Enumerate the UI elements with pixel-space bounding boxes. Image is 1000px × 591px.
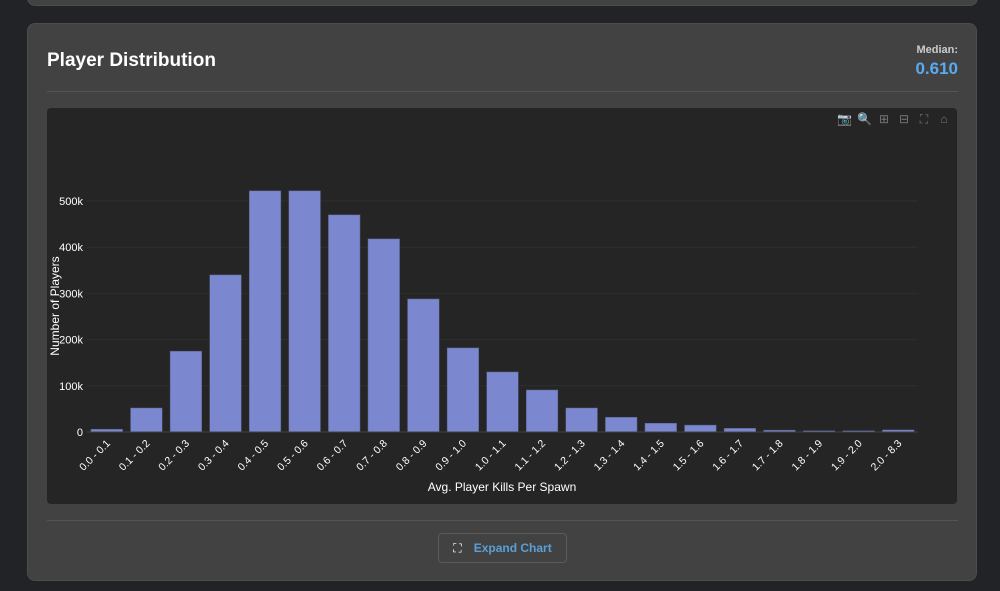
- bar: [525, 389, 559, 433]
- bar: [169, 350, 203, 433]
- autoscale-icon[interactable]: ⛶: [919, 112, 929, 126]
- y-axis-title: Number of Players: [48, 256, 62, 355]
- x-tick-label: 1.8 - 1.9: [789, 438, 825, 474]
- zoom-out-icon[interactable]: ⊟: [898, 112, 910, 126]
- x-tick-label: 0.4 - 0.5: [235, 438, 271, 474]
- zoom-icon[interactable]: 🔍: [857, 112, 872, 126]
- bar: [288, 190, 321, 433]
- y-tick-label: 400k: [59, 242, 83, 254]
- median-label: Median:: [916, 44, 958, 56]
- median-value: 0.610: [915, 59, 958, 78]
- y-tick-label: 300k: [59, 288, 83, 300]
- camera-icon[interactable]: 📷: [837, 112, 852, 126]
- bar: [644, 422, 677, 433]
- x-tick-label: 0.8 - 0.9: [394, 438, 430, 474]
- x-tick-label: 1.4 - 1.5: [631, 438, 667, 474]
- x-tick-label: 1.0 - 1.1: [473, 438, 509, 474]
- bar: [446, 347, 480, 433]
- x-tick-label: 0.2 - 0.3: [156, 438, 192, 474]
- bar: [723, 428, 757, 433]
- x-tick-label: 2.0 - 8.3: [869, 438, 905, 474]
- zoom-in-icon[interactable]: ⊞: [878, 112, 890, 126]
- x-tick-label: 0.6 - 0.7: [315, 438, 351, 474]
- card-title: Player Distribution: [47, 50, 216, 71]
- y-tick-label: 200k: [59, 335, 83, 347]
- expand-chart-button[interactable]: ⛶ Expand Chart: [438, 533, 567, 563]
- player-distribution-card: Player Distribution Median: 0.610 0 100k 2…: [27, 23, 977, 581]
- x-tick-label: 1.9 - 2.0: [829, 438, 865, 474]
- bar: [565, 407, 598, 433]
- x-tick-label: 1.2 - 1.3: [552, 438, 588, 474]
- bar: [209, 274, 242, 433]
- bar: [367, 238, 400, 433]
- bar: [248, 190, 282, 433]
- x-tick-label: 0.7 - 0.8: [354, 438, 390, 474]
- x-tick-label: 0.1 - 0.2: [117, 438, 153, 474]
- median-stat: Median: 0.610: [915, 44, 958, 79]
- x-axis-title: Avg. Player Kills Per Spawn: [428, 480, 577, 494]
- x-tick-label: 1.5 - 1.6: [671, 438, 707, 474]
- bar: [605, 416, 638, 433]
- bar: [407, 298, 440, 433]
- expand-chart-label: Expand Chart: [473, 541, 552, 555]
- bar: [130, 407, 163, 433]
- x-tick-label: 1.6 - 1.7: [710, 438, 746, 474]
- x-tick-label: 0.3 - 0.4: [196, 438, 232, 474]
- x-tick-label: 1.3 - 1.4: [592, 438, 628, 474]
- divider: [47, 91, 958, 92]
- x-tick-label: 0.0 - 0.1: [77, 438, 113, 474]
- y-tick-label: 0: [77, 427, 83, 439]
- bar: [328, 214, 361, 433]
- y-tick-label: 100k: [59, 381, 83, 393]
- x-tick-label: 0.5 - 0.6: [275, 438, 311, 474]
- chart-container[interactable]: 0 100k 200k 300k 400k 500k 0.0 - 0.1 0.1 - 0.2 0…: [47, 108, 957, 504]
- y-tick-label: 500k: [59, 196, 83, 208]
- bar: [486, 371, 519, 433]
- x-tick-label: 1.1 - 1.2: [512, 438, 548, 474]
- expand-icon: ⛶: [453, 540, 462, 555]
- x-tick-label: 0.9 - 1.0: [433, 438, 469, 474]
- bar: [684, 424, 717, 433]
- previous-card: [27, 0, 978, 6]
- chart-modebar: 📷 🔍 ⊞ ⊟ ⛶ ⌂: [837, 112, 951, 127]
- x-tick-label: 1.7 - 1.8: [750, 438, 786, 474]
- divider: [47, 520, 958, 521]
- home-icon[interactable]: ⌂: [940, 112, 948, 126]
